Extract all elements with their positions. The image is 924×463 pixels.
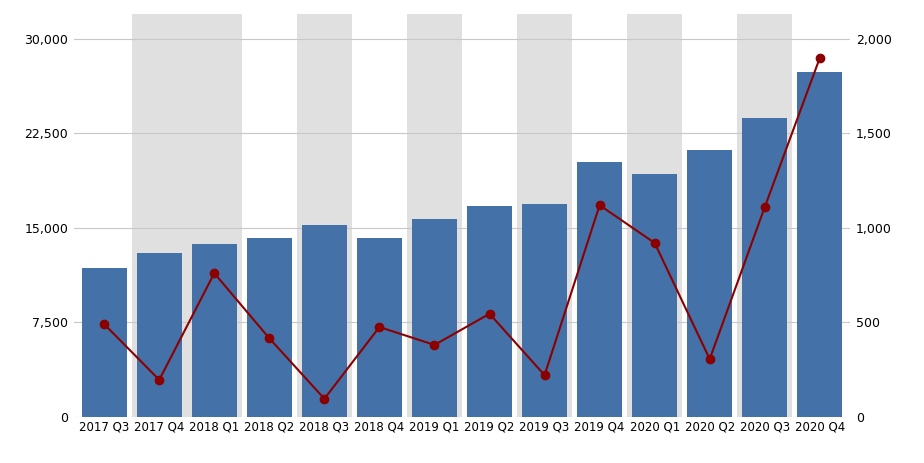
Bar (247, 238, 292, 417)
Bar (687, 150, 733, 417)
Bar (412, 219, 457, 417)
Bar (627, 14, 682, 417)
Bar (737, 14, 792, 417)
Bar (81, 268, 127, 417)
Bar (132, 14, 187, 417)
Bar (357, 238, 402, 417)
Bar (797, 72, 843, 417)
Bar (187, 14, 242, 417)
Bar (522, 204, 567, 417)
Bar (467, 206, 512, 417)
Bar (517, 14, 572, 417)
Bar (297, 14, 352, 417)
Bar (302, 225, 346, 417)
Bar (578, 163, 622, 417)
Bar (191, 244, 237, 417)
Bar (742, 119, 787, 417)
Bar (137, 253, 182, 417)
Bar (407, 14, 462, 417)
Bar (632, 174, 677, 417)
